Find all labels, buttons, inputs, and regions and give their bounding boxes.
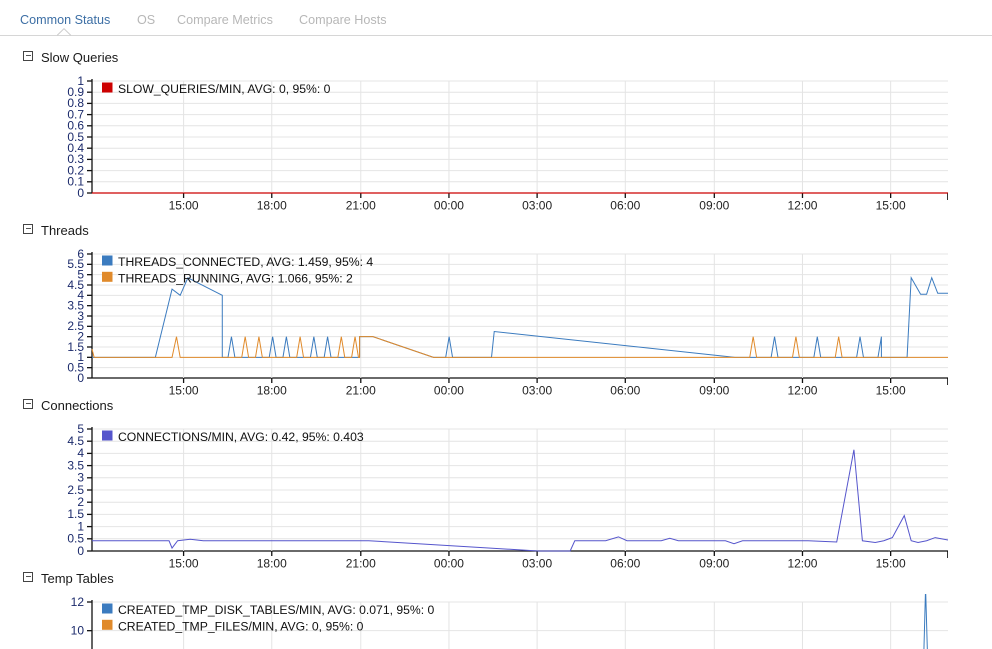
- svg-text:21:00: 21:00: [346, 557, 376, 571]
- svg-text:15:00: 15:00: [169, 384, 199, 398]
- svg-text:15:00: 15:00: [169, 199, 199, 213]
- svg-text:SLOW_QUERIES/MIN, AVG: 0, 95%:: SLOW_QUERIES/MIN, AVG: 0, 95%: 0: [118, 82, 331, 96]
- svg-text:15:00: 15:00: [876, 199, 906, 213]
- svg-text:21:00: 21:00: [346, 199, 376, 213]
- svg-text:18:00: 18:00: [257, 384, 287, 398]
- svg-text:THREADS_RUNNING, AVG: 1.066, 9: THREADS_RUNNING, AVG: 1.066, 95%: 2: [118, 271, 353, 285]
- svg-text:03:00: 03:00: [522, 384, 552, 398]
- svg-text:00:00: 00:00: [434, 384, 464, 398]
- svg-text:12:00: 12:00: [787, 199, 817, 213]
- svg-text:15:00: 15:00: [876, 557, 906, 571]
- svg-text:09:00: 09:00: [699, 557, 729, 571]
- svg-text:12:00: 12:00: [787, 557, 817, 571]
- svg-text:CREATED_TMP_FILES/MIN, AVG: 0,: CREATED_TMP_FILES/MIN, AVG: 0, 95%: 0: [118, 619, 364, 633]
- svg-text:0: 0: [77, 371, 84, 385]
- svg-text:CONNECTIONS/MIN, AVG: 0.42, 95: CONNECTIONS/MIN, AVG: 0.42, 95%: 0.403: [118, 430, 364, 444]
- svg-text:18:00: 18:00: [257, 557, 287, 571]
- svg-text:12: 12: [71, 595, 85, 609]
- svg-text:18:00: 18:00: [257, 199, 287, 213]
- svg-text:0: 0: [77, 544, 84, 558]
- svg-text:12:00: 12:00: [787, 384, 817, 398]
- svg-text:15:00: 15:00: [876, 384, 906, 398]
- svg-text:03:00: 03:00: [522, 557, 552, 571]
- svg-text:00:00: 00:00: [434, 199, 464, 213]
- svg-text:15:00: 15:00: [169, 557, 199, 571]
- svg-text:06:00: 06:00: [610, 557, 640, 571]
- svg-text:00:00: 00:00: [434, 557, 464, 571]
- svg-text:CREATED_TMP_DISK_TABLES/MIN, A: CREATED_TMP_DISK_TABLES/MIN, AVG: 0.071,…: [118, 603, 435, 617]
- svg-text:10: 10: [71, 623, 85, 637]
- svg-text:0: 0: [77, 186, 84, 200]
- svg-text:09:00: 09:00: [699, 199, 729, 213]
- svg-text:06:00: 06:00: [610, 199, 640, 213]
- svg-text:09:00: 09:00: [699, 384, 729, 398]
- svg-text:03:00: 03:00: [522, 199, 552, 213]
- svg-text:06:00: 06:00: [610, 384, 640, 398]
- svg-text:21:00: 21:00: [346, 384, 376, 398]
- svg-text:THREADS_CONNECTED, AVG: 1.459,: THREADS_CONNECTED, AVG: 1.459, 95%: 4: [118, 255, 373, 269]
